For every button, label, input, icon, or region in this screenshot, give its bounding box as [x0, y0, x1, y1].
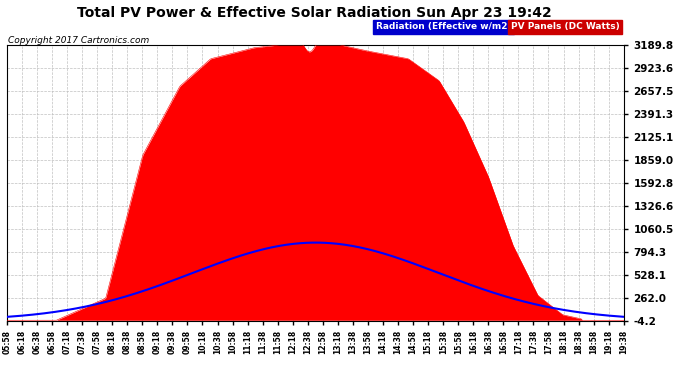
Text: Total PV Power & Effective Solar Radiation Sun Apr 23 19:42: Total PV Power & Effective Solar Radiati…: [77, 6, 551, 20]
Text: PV Panels (DC Watts): PV Panels (DC Watts): [511, 22, 620, 32]
Text: Radiation (Effective w/m2): Radiation (Effective w/m2): [376, 22, 512, 32]
Text: Copyright 2017 Cartronics.com: Copyright 2017 Cartronics.com: [8, 36, 150, 45]
